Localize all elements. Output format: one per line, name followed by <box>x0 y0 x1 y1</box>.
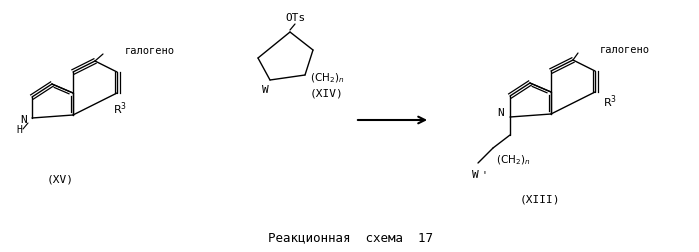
Text: галогено: галогено <box>125 46 175 56</box>
Text: ': ' <box>481 170 487 180</box>
Text: галогено: галогено <box>600 45 650 55</box>
Text: (XIII): (XIII) <box>520 195 561 205</box>
Text: W: W <box>261 85 268 95</box>
Text: (CH$_2$)$_n$: (CH$_2$)$_n$ <box>310 71 345 85</box>
Text: (XIV): (XIV) <box>310 88 344 98</box>
Text: N: N <box>498 108 505 118</box>
Text: Реакционная  схема  17: Реакционная схема 17 <box>268 232 433 244</box>
Text: (XV): (XV) <box>47 175 73 185</box>
Text: W: W <box>472 170 478 180</box>
Text: R$^3$: R$^3$ <box>603 94 617 110</box>
Text: R$^3$: R$^3$ <box>113 101 127 117</box>
Text: H: H <box>16 125 22 135</box>
Text: OTs: OTs <box>285 13 305 23</box>
Text: N: N <box>21 115 27 125</box>
Text: (CH$_2$)$_n$: (CH$_2$)$_n$ <box>496 153 531 167</box>
